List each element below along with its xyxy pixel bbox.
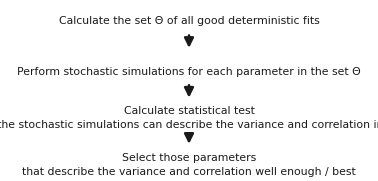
Text: Calculate statistical test: Calculate statistical test <box>124 106 254 116</box>
Text: that describe the variance and correlation well enough / best: that describe the variance and correlati… <box>22 167 356 177</box>
Text: Perform stochastic simulations for each parameter in the set Θ: Perform stochastic simulations for each … <box>17 67 361 77</box>
Text: Select those parameters: Select those parameters <box>122 153 256 163</box>
Text: how well the stochastic simulations can describe the variance and correlation in: how well the stochastic simulations can … <box>0 120 378 130</box>
Text: Calculate the set Θ of all good deterministic fits: Calculate the set Θ of all good determin… <box>59 16 319 26</box>
